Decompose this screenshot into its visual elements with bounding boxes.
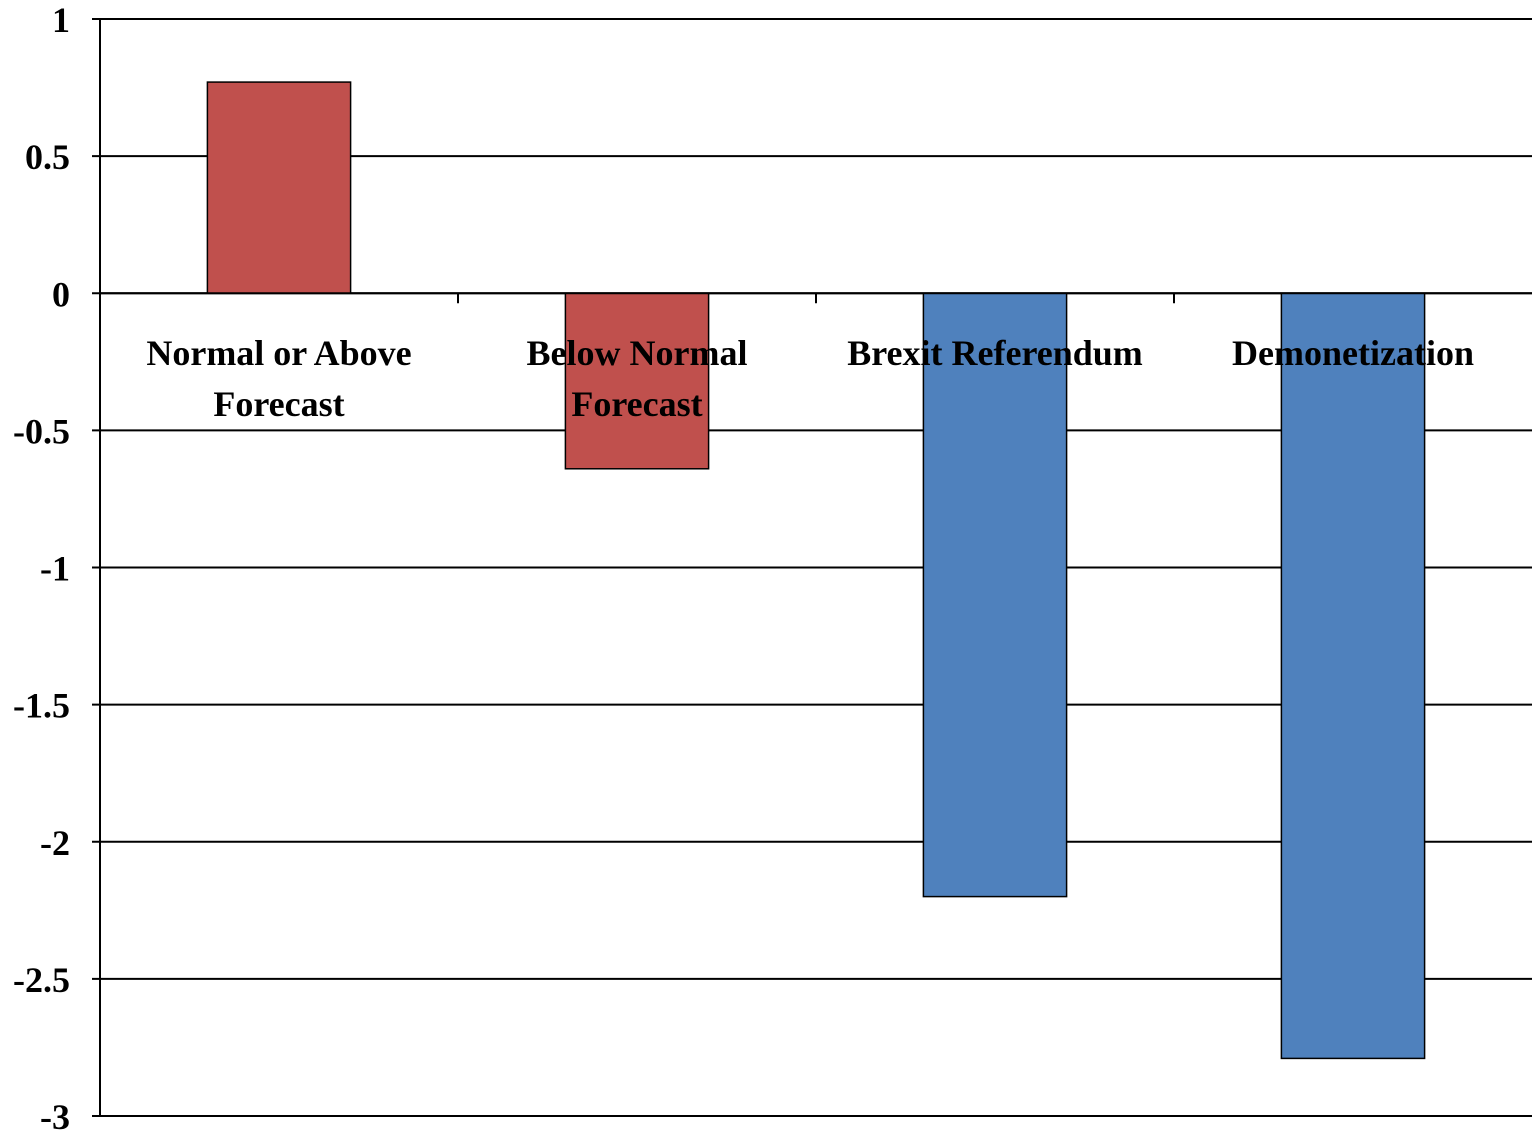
bars bbox=[206, 81, 1426, 1060]
bar bbox=[1280, 292, 1426, 1060]
y-tick-label: -0.5 bbox=[13, 411, 70, 451]
y-tick-label: 0.5 bbox=[25, 137, 70, 177]
y-tick-labels: 1 0.5 0 -0.5 -1 -1.5 -2 -2.5 -3 bbox=[13, 0, 70, 1130]
bar bbox=[206, 81, 352, 294]
category-label: Normal or Above bbox=[146, 333, 411, 373]
category-label: Demonetization bbox=[1232, 333, 1474, 373]
y-tick-label: -2.5 bbox=[13, 960, 70, 1000]
y-tick-label: -1.5 bbox=[13, 686, 70, 726]
category-label: Below Normal bbox=[527, 333, 748, 373]
bar bbox=[922, 292, 1068, 898]
y-tick-label: 1 bbox=[52, 0, 70, 40]
category-labels: Normal or Above Forecast Below Normal Forec… bbox=[146, 333, 1474, 424]
x-axis-ticks bbox=[457, 293, 1175, 304]
y-tick-label: -2 bbox=[40, 823, 70, 863]
y-tick-label: 0 bbox=[52, 274, 70, 314]
category-label: Brexit Referendum bbox=[847, 333, 1143, 373]
y-tick-label: -3 bbox=[40, 1097, 70, 1130]
bar bbox=[564, 292, 710, 470]
category-label: Forecast bbox=[571, 384, 702, 424]
category-label: Forecast bbox=[213, 384, 344, 424]
y-tick-label: -1 bbox=[40, 549, 70, 589]
